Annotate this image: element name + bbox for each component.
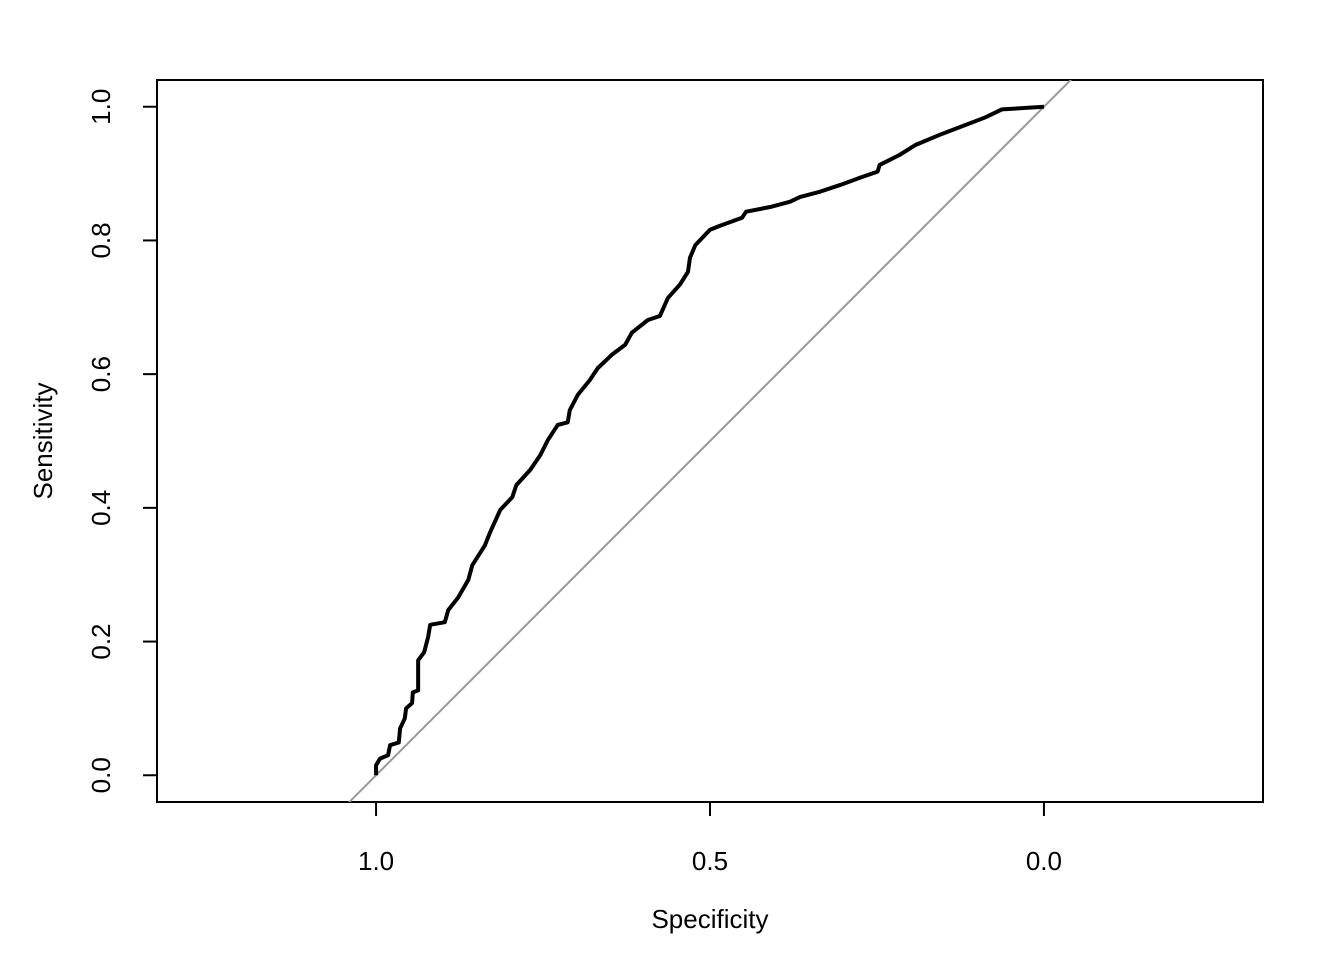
y-tick-label: 0.8 bbox=[86, 222, 116, 258]
y-tick-label: 0.2 bbox=[86, 623, 116, 659]
y-tick-label: 0.4 bbox=[86, 490, 116, 526]
x-tick-label: 0.0 bbox=[1026, 846, 1062, 876]
y-axis-label: Sensitivity bbox=[28, 382, 58, 499]
y-tick-label: 1.0 bbox=[86, 89, 116, 125]
y-tick-label: 0.0 bbox=[86, 757, 116, 793]
y-tick-label: 0.6 bbox=[86, 356, 116, 392]
reference-line bbox=[347, 80, 1073, 802]
x-tick-label: 0.5 bbox=[692, 846, 728, 876]
x-axis-label: Specificity bbox=[651, 904, 768, 934]
roc-curve bbox=[374, 104, 1045, 776]
x-tick-label: 1.0 bbox=[358, 846, 394, 876]
